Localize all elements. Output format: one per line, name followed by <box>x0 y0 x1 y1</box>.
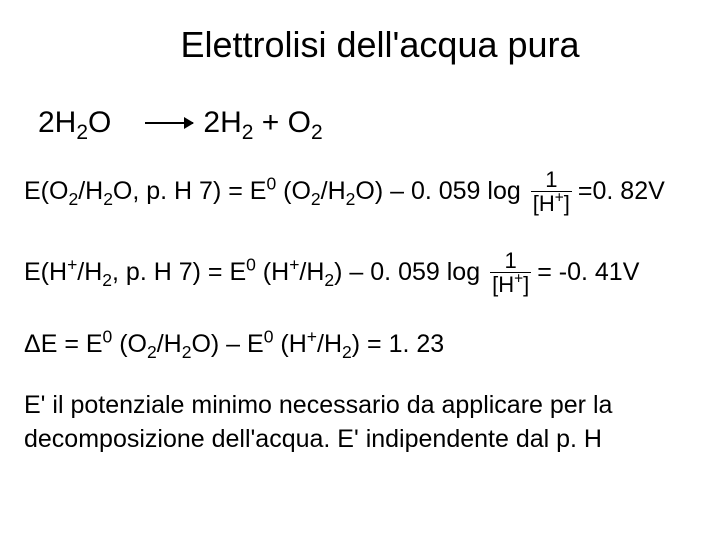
txt: 2H <box>203 106 241 139</box>
eq2-result: = -0. 41V <box>537 258 639 287</box>
reaction-equation: 2H2O 2H2 + O2 <box>38 106 700 140</box>
t: [H <box>533 191 555 216</box>
p: 0 <box>266 174 276 194</box>
footer-text: E' il potenziale minimo necessario da ap… <box>24 389 700 457</box>
p: + <box>514 271 523 288</box>
equation-2: E(H+/H2, p. H 7) = E0 (H+/H2) – 0. 059 l… <box>24 249 700 296</box>
t: O) – 0. 059 log <box>355 177 520 205</box>
eq1-text: E(O2/H2O, p. H 7) = E0 (O2/H2O) – 0. 059… <box>24 177 521 206</box>
reaction-lhs: 2H2O <box>38 106 111 140</box>
slide-title: Elettrolisi dell'acqua pura <box>60 24 700 66</box>
p: + <box>307 327 317 347</box>
numerator: 1 <box>503 249 519 272</box>
s: 2 <box>102 270 112 290</box>
p: 0 <box>103 327 113 347</box>
t: ] <box>523 272 529 297</box>
t: /H <box>78 177 103 205</box>
p: + <box>67 255 77 275</box>
t: , p. H 7) = E <box>112 258 246 286</box>
s: 2 <box>346 189 356 209</box>
sub: 2 <box>76 121 88 144</box>
s: 2 <box>182 342 192 362</box>
t: E(H <box>24 258 67 286</box>
p: + <box>555 190 564 207</box>
txt: + O <box>253 106 311 139</box>
t: ] <box>564 191 570 216</box>
txt: 2H <box>38 106 76 139</box>
footer-line-2: decomposizione dell'acqua. E' indipenden… <box>24 425 602 453</box>
p: + <box>289 255 299 275</box>
numerator: 1 <box>543 168 559 191</box>
p: 0 <box>246 255 256 275</box>
p: 0 <box>264 327 274 347</box>
s: 2 <box>147 342 157 362</box>
s: 2 <box>342 342 352 362</box>
eq1-result: =0. 82V <box>578 177 665 206</box>
t: (O <box>276 177 311 205</box>
t: O, p. H 7) = E <box>113 177 267 205</box>
txt: O <box>88 106 111 139</box>
s: 2 <box>324 270 334 290</box>
eq2-text: E(H+/H2, p. H 7) = E0 (H+/H2) – 0. 059 l… <box>24 258 480 287</box>
denominator: [H+] <box>490 272 531 296</box>
arrow-icon <box>145 122 193 124</box>
t: /H <box>157 330 182 358</box>
delta-equation: ΔE = E0 (O2/H2O) – E0 (H+/H2) = 1. 23 <box>24 330 700 359</box>
t: O) – E <box>191 330 263 358</box>
reaction-rhs: 2H2 + O2 <box>203 106 322 140</box>
s: 2 <box>103 189 113 209</box>
t: (H <box>273 330 306 358</box>
t: (H <box>256 258 289 286</box>
t: [H <box>492 272 514 297</box>
equation-1: E(O2/H2O, p. H 7) = E0 (O2/H2O) – 0. 059… <box>24 168 700 215</box>
s: 2 <box>311 189 321 209</box>
t: /H <box>299 258 324 286</box>
t: (O <box>112 330 147 358</box>
t: ) – 0. 059 log <box>334 258 480 286</box>
eq1-fraction: 1 [H+] <box>531 168 572 215</box>
footer-line-1: E' il potenziale minimo necessario da ap… <box>24 391 612 419</box>
t: ) = 1. 23 <box>352 330 444 358</box>
s: 2 <box>68 189 78 209</box>
t: /H <box>317 330 342 358</box>
eq2-fraction: 1 [H+] <box>490 249 531 296</box>
t: /H <box>321 177 346 205</box>
t: E(O <box>24 177 68 205</box>
sub: 2 <box>242 121 254 144</box>
denominator: [H+] <box>531 191 572 215</box>
sub: 2 <box>311 121 323 144</box>
t: /H <box>77 258 102 286</box>
t: ΔE = E <box>24 330 103 358</box>
